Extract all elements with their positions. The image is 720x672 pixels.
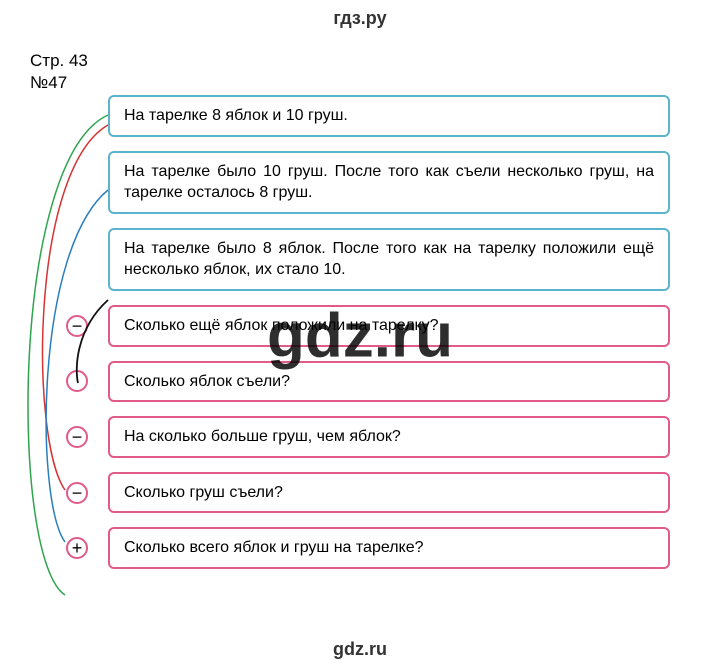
sign-icon: − [66,315,88,337]
problem-box: На тарелке было 8 яблок. После того как … [108,228,670,291]
question-box: − Сколько груш съели? [108,472,670,514]
site-footer: gdz.ru [0,639,720,660]
question-box: Сколько яблок съели? [108,361,670,403]
sign-icon [66,370,88,392]
question-box: − На сколько больше груш, чем яблок? [108,416,670,458]
site-header: гдз.ру [0,8,720,29]
question-text: Сколько груш съели? [124,484,283,501]
page-label: Стр. 43 [30,50,88,72]
page-reference: Стр. 43 №47 [30,50,88,94]
question-box: − Сколько ещё яблок положили на тарелку? [108,305,670,347]
problem-box: На тарелке 8 яблок и 10 груш. [108,95,670,137]
question-box: + Сколько всего яблок и груш на тарелке? [108,527,670,569]
problem-box: На тарелке было 10 груш. После того как … [108,151,670,214]
question-text: Сколько ещё яблок положили на тарелку? [124,317,439,334]
question-text: Сколько всего яблок и груш на тарелке? [124,539,424,556]
problem-number: №47 [30,72,88,94]
question-text: Сколько яблок съели? [124,373,290,390]
content-area: На тарелке 8 яблок и 10 груш. На тарелке… [108,95,670,583]
question-text: На сколько больше груш, чем яблок? [124,428,401,445]
sign-icon: + [66,537,88,559]
sign-icon: − [66,482,88,504]
sign-icon: − [66,426,88,448]
